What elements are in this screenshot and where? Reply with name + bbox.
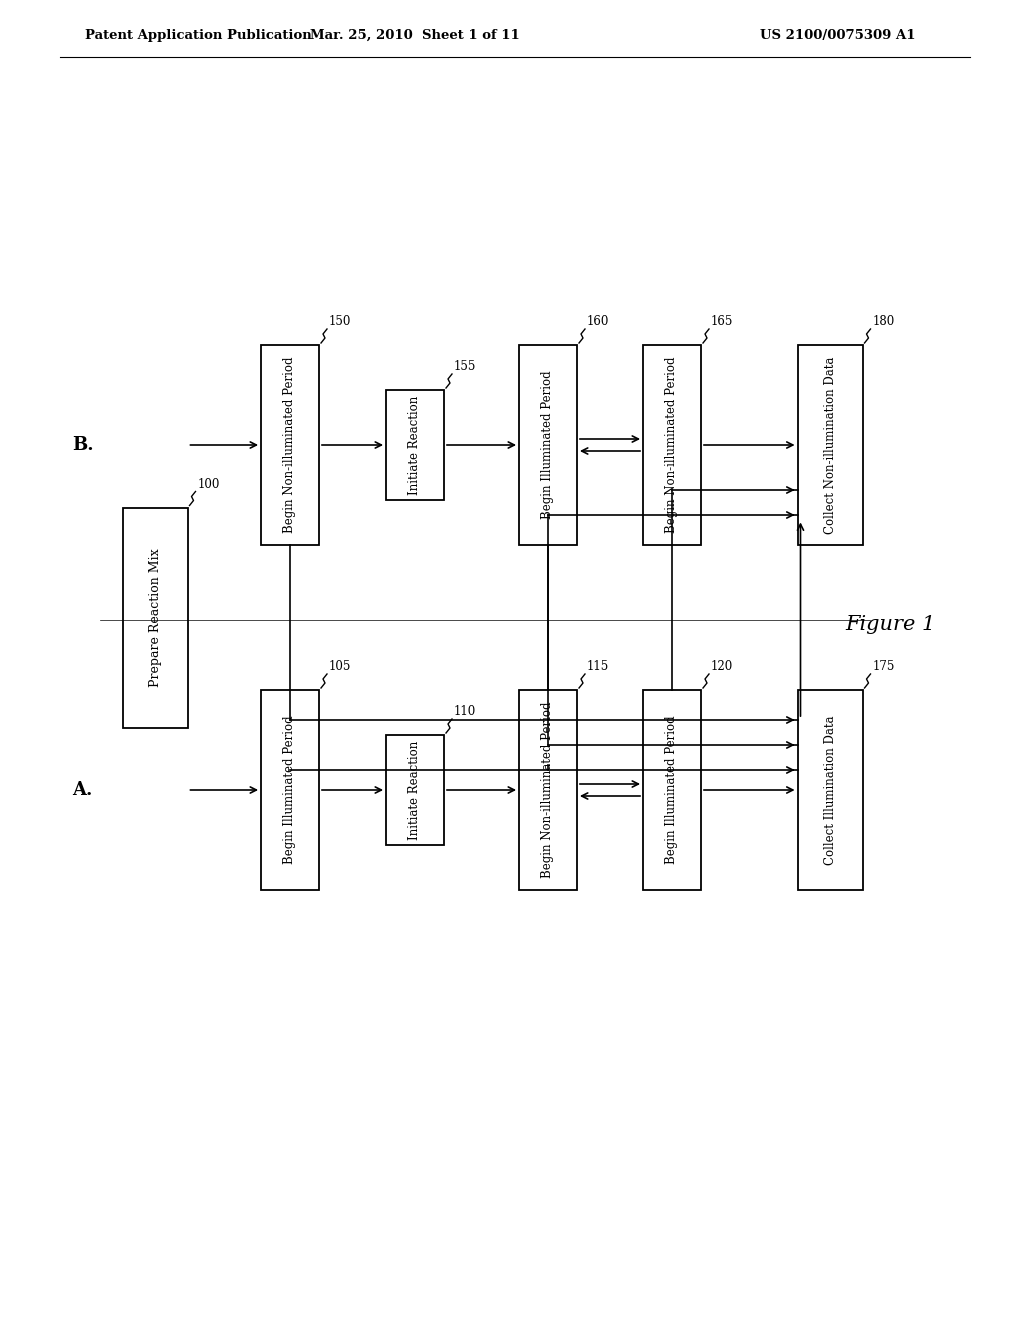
Bar xyxy=(123,507,187,727)
Text: 155: 155 xyxy=(454,360,476,374)
Text: Patent Application Publication: Patent Application Publication xyxy=(85,29,311,41)
Text: 100: 100 xyxy=(198,478,220,491)
Text: Collect Illumination Data: Collect Illumination Data xyxy=(823,715,837,865)
Text: Begin Non-illuminated Period: Begin Non-illuminated Period xyxy=(666,356,679,533)
Text: Prepare Reaction Mix: Prepare Reaction Mix xyxy=(148,548,162,686)
Text: Begin Illuminated Period: Begin Illuminated Period xyxy=(284,715,297,865)
Text: US 2100/0075309 A1: US 2100/0075309 A1 xyxy=(760,29,915,41)
Text: Initiate Reaction: Initiate Reaction xyxy=(409,741,422,840)
Text: 115: 115 xyxy=(587,660,609,673)
Text: 165: 165 xyxy=(711,315,733,327)
Text: 180: 180 xyxy=(872,315,895,327)
Text: Begin Illuminated Period: Begin Illuminated Period xyxy=(666,715,679,865)
Text: Collect Non-illumination Data: Collect Non-illumination Data xyxy=(823,356,837,533)
Text: 150: 150 xyxy=(329,315,351,327)
Text: Begin Non-illuminated Period: Begin Non-illuminated Period xyxy=(284,356,297,533)
Text: Begin Non-illuminated Period: Begin Non-illuminated Period xyxy=(542,702,555,878)
Bar xyxy=(386,389,444,500)
Bar xyxy=(798,345,862,545)
Text: 175: 175 xyxy=(872,660,895,673)
Text: Begin Illuminated Period: Begin Illuminated Period xyxy=(542,371,555,519)
Text: Figure 1: Figure 1 xyxy=(845,615,935,635)
Bar xyxy=(643,345,701,545)
Bar xyxy=(386,735,444,845)
Bar xyxy=(643,690,701,890)
Text: B.: B. xyxy=(72,436,93,454)
Text: 105: 105 xyxy=(329,660,351,673)
Text: 160: 160 xyxy=(587,315,609,327)
Bar xyxy=(261,345,319,545)
Bar xyxy=(261,690,319,890)
Text: Initiate Reaction: Initiate Reaction xyxy=(409,396,422,495)
Text: Mar. 25, 2010  Sheet 1 of 11: Mar. 25, 2010 Sheet 1 of 11 xyxy=(310,29,520,41)
Text: A.: A. xyxy=(72,781,92,799)
Text: 110: 110 xyxy=(454,705,476,718)
Text: 120: 120 xyxy=(711,660,733,673)
Bar xyxy=(519,690,577,890)
Bar xyxy=(519,345,577,545)
Bar xyxy=(798,690,862,890)
